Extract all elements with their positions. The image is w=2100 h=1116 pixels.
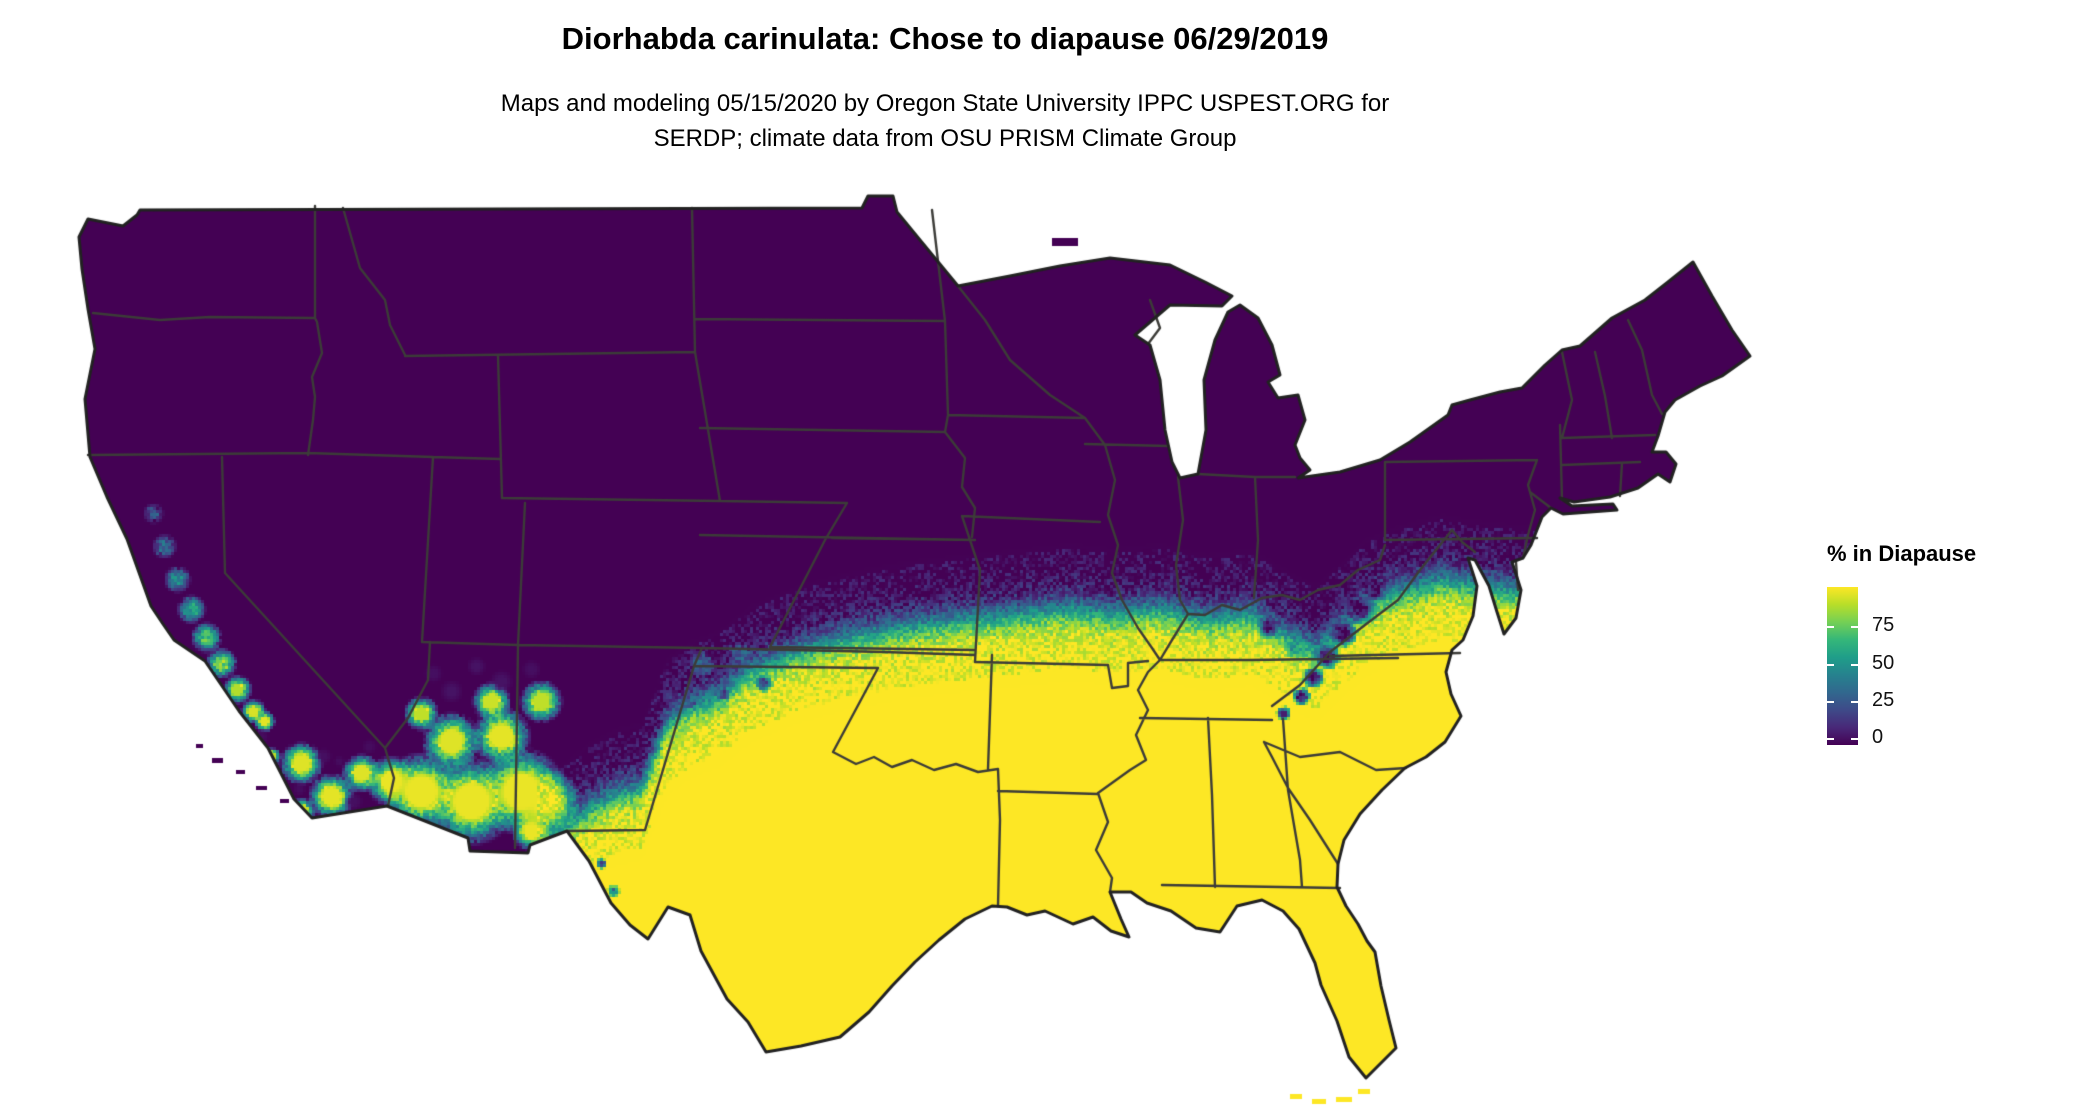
legend-tick-mark <box>1851 664 1858 666</box>
color-legend: % in Diapause 75 50 25 0 <box>1827 541 2087 747</box>
legend-gradient-bar <box>1827 587 1858 745</box>
legend-tick-label: 25 <box>1872 689 1895 711</box>
legend-title: % in Diapause <box>1827 541 1977 566</box>
legend-tick-label: 0 <box>1872 726 1884 748</box>
legend-tick-mark <box>1827 626 1834 628</box>
map-title: Diorhabda carinulata: Chose to diapause … <box>561 21 1329 56</box>
legend-tick-mark <box>1827 701 1834 703</box>
legend-tick-mark <box>1827 738 1834 740</box>
legend-tick-label: 50 <box>1872 652 1895 674</box>
legend-tick-mark <box>1851 626 1858 628</box>
legend-colorbar <box>1827 587 1858 745</box>
legend-tick-mark <box>1827 664 1834 666</box>
map-subtitle-line2: SERDP; climate data from OSU PRISM Clima… <box>653 125 1237 152</box>
legend-tick-mark <box>1851 701 1858 703</box>
legend-tick-label: 75 <box>1872 614 1895 636</box>
legend-tick-mark <box>1851 738 1858 740</box>
map-subtitle-line1: Maps and modeling 05/15/2020 by Oregon S… <box>500 90 1390 117</box>
